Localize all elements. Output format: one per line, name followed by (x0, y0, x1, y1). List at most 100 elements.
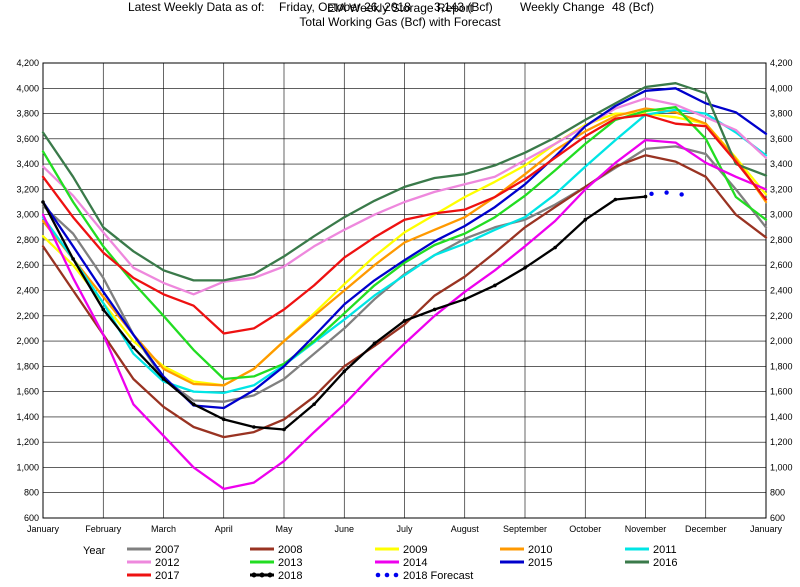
series-2018-forecast-point (679, 192, 684, 197)
x-tick-label: April (215, 524, 233, 534)
y-tick-label-right: 4,000 (770, 83, 793, 93)
legend-2015-label: 2015 (528, 557, 552, 569)
chart-title: EIA Weekly Storage Report (327, 1, 473, 15)
y-tick-label-right: 3,600 (770, 134, 793, 144)
series-2018-forecast-point (649, 191, 654, 197)
legend-2018-forecast-swatch (393, 572, 399, 578)
series-2015-line (41, 87, 768, 410)
series-2018-point (462, 297, 467, 302)
y-tick-label-right: 3,000 (770, 210, 793, 220)
series-2013-line (41, 106, 768, 381)
y-tick-label-right: 3,200 (770, 184, 793, 194)
series-2018-point (282, 427, 286, 432)
series-2014-line (41, 138, 768, 491)
legend-2011-label: 2011 (653, 544, 677, 556)
series-2018-point (312, 402, 316, 407)
x-tick-label: January (750, 524, 783, 534)
legend-2008-label: 2008 (278, 544, 302, 556)
y-tick-label-left: 1,400 (16, 412, 39, 422)
x-tick-label: July (396, 524, 413, 534)
weekly-change-label: Weekly Change (520, 0, 605, 14)
x-tick-label: January (27, 524, 60, 534)
series-2018-point (613, 197, 618, 202)
legend-2010-label: 2010 (528, 544, 552, 556)
x-tick-label: February (85, 524, 122, 534)
x-tick-label: September (503, 524, 547, 534)
y-tick-label-left: 2,600 (16, 260, 39, 270)
series-2018-point (523, 265, 527, 270)
series-2018-point (372, 341, 377, 346)
x-tick-label: March (151, 524, 176, 534)
y-tick-label-right: 4,200 (770, 58, 793, 68)
y-tick-label-right: 800 (770, 488, 785, 498)
weekly-change-value: 48 (Bcf) (612, 0, 655, 14)
legend-2016-label: 2016 (653, 557, 677, 569)
y-tick-label-left: 4,000 (16, 83, 39, 93)
series-2018-point (221, 417, 226, 422)
series-2018-forecast-point (664, 190, 669, 195)
legend-2012-label: 2012 (155, 557, 179, 569)
legend-2018-forecast-label: 2018 Forecast (403, 570, 473, 582)
legend-2013-label: 2013 (278, 557, 302, 569)
legend-2007-label: 2007 (155, 544, 179, 556)
y-tick-label-right: 2,000 (770, 336, 793, 346)
series-2018-point (131, 345, 136, 350)
legend-2018-marker (251, 572, 257, 578)
legend-2017-label: 2017 (155, 570, 179, 582)
latest-data-date: Friday, October 26, 2018 (279, 0, 411, 14)
y-tick-label-right: 3,400 (770, 159, 793, 169)
y-tick-label-right: 1,200 (770, 437, 793, 447)
series-2018-point (402, 319, 407, 323)
y-tick-label-left: 800 (24, 488, 39, 498)
series-2008-line (41, 154, 768, 439)
legend-2018-marker (259, 572, 265, 578)
y-tick-label-right: 1,000 (770, 462, 793, 472)
legend-2018-forecast-swatch (375, 572, 381, 578)
y-tick-label-left: 3,800 (16, 109, 39, 119)
y-tick-label-right: 1,800 (770, 361, 793, 371)
y-tick-label-left: 1,600 (16, 387, 39, 397)
x-tick-label: August (451, 524, 480, 534)
x-tick-label: December (685, 524, 727, 534)
legend-2009-label: 2009 (403, 544, 427, 556)
y-tick-label-left: 3,000 (16, 210, 39, 220)
y-tick-label-right: 2,400 (770, 286, 793, 296)
y-tick-label-right: 3,800 (770, 109, 793, 119)
legend-2018-label: 2018 (278, 570, 302, 582)
y-tick-label-left: 1,200 (16, 437, 39, 447)
legend-2014-label: 2014 (403, 557, 427, 569)
y-tick-label-right: 2,800 (770, 235, 793, 245)
chart-subtitle: Total Working Gas (Bcf) with Forecast (299, 15, 501, 29)
x-tick-label: June (334, 524, 354, 534)
series-2016-line (41, 82, 768, 282)
y-tick-label-left: 1,800 (16, 361, 39, 371)
series-2018-point (71, 257, 75, 261)
series-2018-point (432, 307, 437, 312)
x-tick-label: November (625, 524, 667, 534)
legend-2018-marker (267, 572, 273, 578)
series-2018-point (252, 425, 256, 429)
latest-data-line: Latest Weekly Data as of: Friday, Octobe… (0, 0, 800, 14)
y-tick-label-left: 600 (24, 513, 39, 523)
series-2018-point (493, 283, 497, 288)
y-tick-label-left: 3,600 (16, 134, 39, 144)
series-2018-point (161, 377, 166, 381)
y-tick-label-left: 2,000 (16, 336, 39, 346)
series-2017-line (41, 113, 768, 335)
x-tick-label: May (275, 524, 293, 534)
series-2018-point (101, 307, 106, 312)
series-2018-point (583, 217, 588, 222)
y-tick-label-right: 2,600 (770, 260, 793, 270)
y-tick-label-right: 1,400 (770, 412, 793, 422)
y-tick-label-left: 2,200 (16, 311, 39, 321)
series-2018-point (191, 402, 196, 407)
y-tick-label-left: 2,800 (16, 235, 39, 245)
series-2018-point (643, 194, 648, 199)
latest-data-value: 3,143 (Bcf) (434, 0, 493, 14)
series-2010-line (41, 107, 768, 387)
series-2009-line (41, 112, 768, 387)
y-tick-label-right: 600 (770, 513, 785, 523)
y-tick-label-left: 1,000 (16, 462, 39, 472)
y-tick-label-left: 2,400 (16, 286, 39, 296)
